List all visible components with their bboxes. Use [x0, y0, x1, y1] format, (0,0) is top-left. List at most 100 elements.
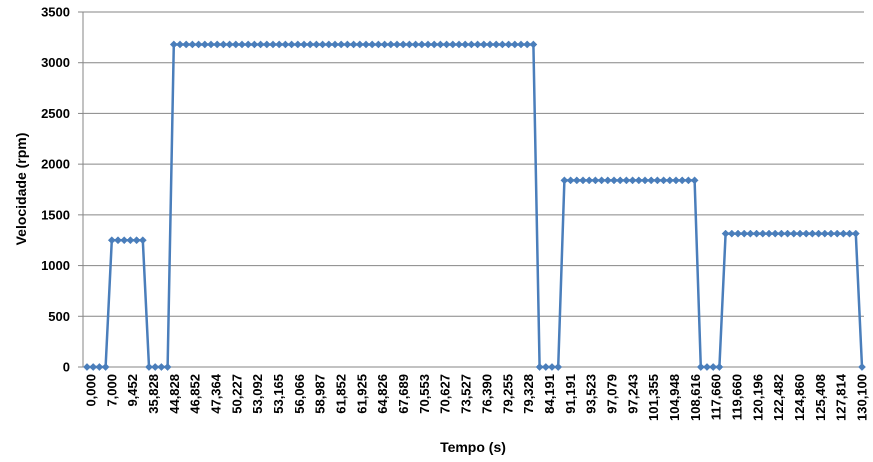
data-point — [89, 363, 98, 371]
data-point — [486, 40, 494, 49]
data-point — [169, 40, 178, 49]
data-point — [275, 40, 284, 49]
data-point — [845, 229, 854, 238]
data-point — [523, 40, 532, 49]
data-point — [789, 229, 798, 238]
y-tick-labels: 0 500 1000 1500 2000 2500 3000 3500 — [41, 5, 70, 375]
data-point — [393, 40, 401, 49]
x-tick-label: 56,066 — [292, 374, 307, 414]
data-point — [145, 363, 153, 371]
data-point — [368, 40, 377, 49]
data-point — [455, 40, 463, 49]
data-point — [851, 229, 860, 238]
data-point — [95, 363, 104, 371]
data-point — [200, 40, 209, 49]
x-tick-label: 70,627 — [438, 374, 453, 414]
data-point — [572, 176, 581, 185]
data-point — [151, 363, 160, 371]
data-point — [207, 40, 215, 49]
data-point — [225, 40, 234, 49]
data-point — [665, 176, 674, 185]
y-tick-label: 1000 — [41, 258, 70, 273]
data-point — [554, 363, 563, 371]
data-point — [517, 40, 525, 49]
data-point — [219, 40, 228, 49]
x-tick-labels: 0,000 7,000 9,452 35,828 44,828 46,852 47,364 5… — [84, 373, 870, 421]
data-point — [603, 176, 612, 185]
x-tick-label: 47,364 — [209, 373, 224, 414]
data-point — [281, 40, 290, 49]
x-tick-label: 117,660 — [709, 374, 724, 420]
x-tick-label: 79,328 — [521, 374, 536, 414]
data-point — [467, 40, 476, 49]
y-tick-label: 1500 — [41, 207, 70, 222]
data-point — [312, 40, 321, 49]
data-point — [709, 363, 718, 371]
data-point — [696, 363, 705, 371]
data-point — [132, 236, 141, 245]
data-point — [616, 176, 625, 185]
x-tick-label: 35,828 — [146, 374, 161, 414]
data-point — [839, 229, 848, 238]
gridlines — [78, 11, 864, 368]
data-point — [194, 40, 203, 49]
data-point — [721, 229, 730, 238]
x-tick-label: 97,243 — [625, 374, 640, 414]
data-point — [399, 40, 408, 49]
x-tick-label: 119,660 — [729, 374, 744, 420]
data-point — [690, 176, 699, 185]
data-point — [808, 229, 817, 238]
data-point — [182, 40, 191, 49]
data-point — [634, 176, 643, 185]
x-tick-label: 53,165 — [271, 374, 286, 414]
x-tick-label: 84,191 — [542, 374, 557, 414]
data-point — [560, 176, 569, 185]
data-point — [386, 40, 395, 49]
data-point — [343, 40, 352, 49]
data-point — [492, 40, 501, 49]
data-point — [684, 176, 693, 185]
data-point — [777, 229, 786, 238]
data-point — [244, 40, 253, 49]
x-tick-label: 124,860 — [792, 374, 807, 421]
data-point — [827, 229, 835, 238]
data-point — [622, 176, 631, 185]
data-point — [765, 229, 773, 238]
x-tick-label: 104,948 — [667, 374, 682, 421]
data-point — [411, 40, 420, 49]
series-line — [87, 43, 864, 369]
data-point — [101, 363, 110, 371]
x-tick-label: 130,100 — [855, 374, 870, 421]
data-point — [641, 176, 649, 185]
data-point — [758, 229, 767, 238]
x-tick-label: 108,616 — [688, 374, 703, 421]
data-point — [647, 176, 656, 185]
x-tick-label: 73,527 — [459, 374, 474, 414]
data-point — [436, 40, 445, 49]
data-point — [256, 40, 265, 49]
data-point — [424, 40, 432, 49]
data-point — [331, 40, 339, 49]
data-point — [610, 176, 618, 185]
data-point — [820, 229, 829, 238]
x-tick-label: 50,227 — [229, 374, 244, 414]
data-point — [548, 363, 556, 371]
x-tick-label: 125,408 — [813, 374, 828, 421]
data-point — [678, 176, 687, 185]
data-point — [355, 40, 364, 49]
axes — [82, 12, 864, 368]
data-point — [585, 176, 594, 185]
data-point — [157, 363, 166, 371]
data-point — [213, 40, 222, 49]
x-tick-label: 64,826 — [375, 374, 390, 414]
data-point — [510, 40, 519, 49]
x-tick-label: 44,828 — [167, 374, 182, 414]
data-point — [114, 236, 122, 245]
data-point — [83, 363, 91, 371]
data-point — [306, 40, 315, 49]
data-point — [163, 363, 172, 371]
x-tick-label: 61,925 — [354, 374, 369, 414]
data-point — [752, 229, 761, 238]
data-point — [380, 40, 389, 49]
